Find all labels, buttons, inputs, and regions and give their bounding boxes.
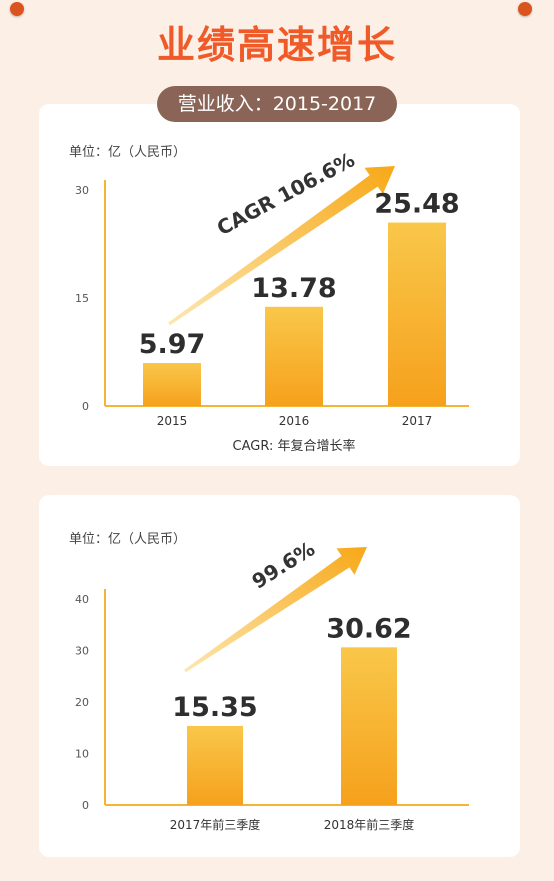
- category-label: 2016: [279, 414, 310, 428]
- unit-label: 单位：亿（人民币）: [69, 145, 186, 160]
- quarterly-bar-chart: 单位：亿（人民币）01020304099.6%15.352017年前三季度30.…: [69, 532, 469, 832]
- category-label: 2015: [157, 414, 188, 428]
- pin-left-decoration: [10, 2, 24, 16]
- bar-2017年前三季度: [187, 725, 243, 805]
- growth-arrow-icon: [168, 166, 395, 326]
- y-tick-label: 30: [75, 184, 89, 197]
- category-label: 2017: [402, 414, 433, 428]
- revenue-bar-chart: 单位：亿（人民币） 0 15 30 CAGR 106.6% 5.97 2015 13.78 20…: [69, 145, 469, 454]
- pin-right-decoration: [518, 2, 532, 16]
- chart-card-revenue: 单位：亿（人民币） 0 15 30 CAGR 106.6% 5.97 2015 13.78 20…: [39, 104, 520, 466]
- y-tick-label: 0: [82, 799, 89, 812]
- y-tick-label: 0: [82, 400, 89, 413]
- category-label: 2018年前三季度: [324, 817, 415, 832]
- footnote: CAGR: 年复合增长率: [233, 438, 356, 454]
- value-label: 30.62: [326, 613, 411, 644]
- y-tick-label: 40: [75, 593, 89, 606]
- growth-arrow-icon: [184, 547, 367, 673]
- value-label: 25.48: [374, 189, 459, 220]
- bar-2017: [388, 222, 446, 406]
- value-label: 5.97: [139, 329, 206, 360]
- growth-rate-label: CAGR 106.6%: [213, 147, 359, 240]
- bar-2015: [143, 363, 201, 406]
- category-label: 2017年前三季度: [170, 817, 261, 832]
- value-label: 15.35: [172, 692, 257, 723]
- y-tick-label: 10: [75, 748, 89, 761]
- bar-2018年前三季度: [341, 647, 397, 805]
- unit-label: 单位：亿（人民币）: [69, 532, 186, 547]
- page-title: 业绩高速增长: [156, 23, 397, 67]
- value-label: 13.78: [251, 273, 336, 304]
- bar-2016: [265, 306, 323, 406]
- y-tick-label: 30: [75, 645, 89, 658]
- y-tick-label: 15: [75, 292, 89, 305]
- y-tick-label: 20: [75, 696, 89, 709]
- chart-card-quarterly: 单位：亿（人民币） 0 10 20 30 40 99.6% 15.35 2017年前三季度 30.…: [39, 495, 520, 857]
- subtitle-pill: 营业收入：2015-2017: [157, 86, 397, 122]
